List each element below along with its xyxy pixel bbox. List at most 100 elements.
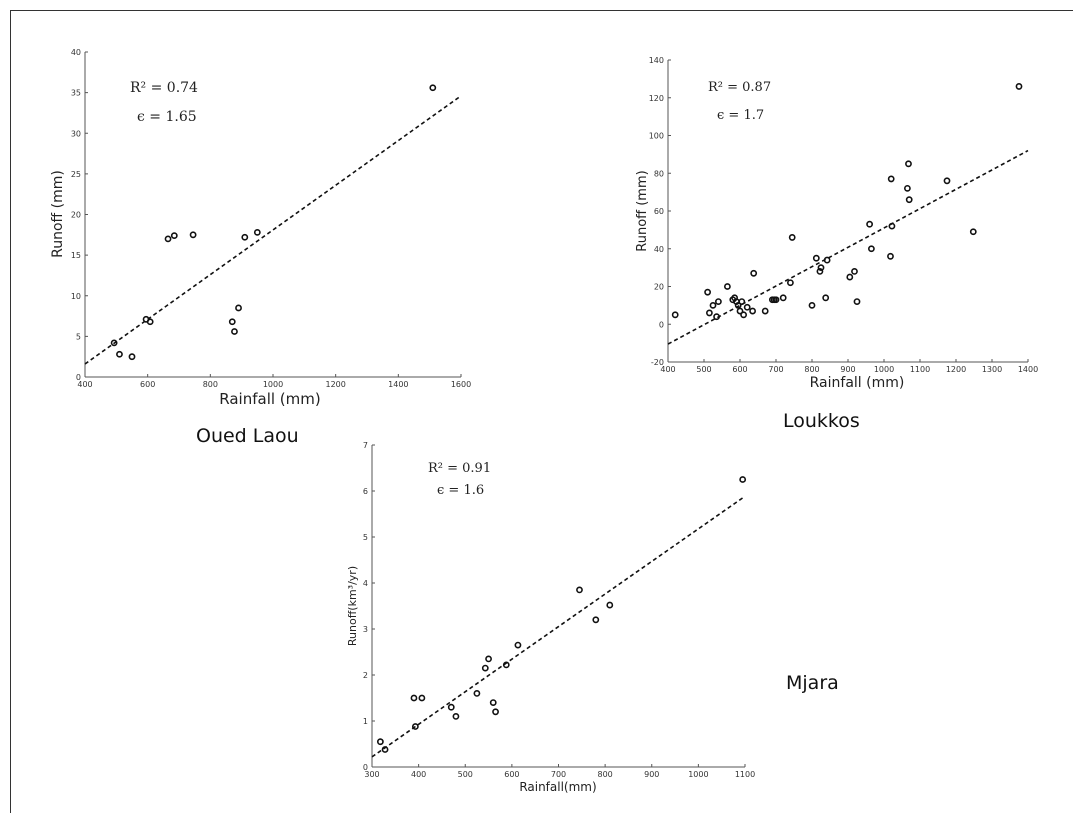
data-point: [110, 339, 118, 347]
data-point: [704, 288, 711, 296]
y-tick-label: 20: [71, 211, 81, 220]
x-tick-label: 700: [768, 365, 783, 374]
x-axis-label: Rainfall (mm): [810, 375, 905, 391]
data-point: [502, 661, 510, 669]
data-point: [489, 699, 497, 706]
y-tick-label: 2: [363, 671, 368, 680]
data-point: [734, 301, 742, 309]
x-tick-label: 800: [203, 380, 218, 389]
y-axis-label: Runoff(km³/yr): [346, 566, 359, 646]
x-tick-label: 500: [458, 770, 473, 779]
data-point: [905, 196, 913, 204]
data-point: [788, 234, 796, 241]
data-point: [724, 283, 731, 290]
y-tick-label: -20: [651, 358, 664, 367]
caption-loukkos: Loukkos: [783, 410, 860, 432]
x-tick-label: 300: [364, 770, 379, 779]
x-tick-label: 600: [504, 770, 519, 779]
data-point: [492, 708, 499, 716]
data-point: [253, 228, 261, 236]
y-tick-label: 5: [363, 533, 368, 542]
caption-mjara: Mjara: [786, 672, 839, 694]
x-tick-label: 500: [696, 365, 711, 374]
y-tick-label: 80: [654, 169, 664, 178]
y-axis-label: Runoff (mm): [50, 170, 66, 258]
y-tick-label: 40: [71, 48, 81, 57]
data-point: [715, 298, 722, 305]
y-tick-label: 7: [363, 441, 368, 450]
x-axis-label: Rainfall(mm): [519, 780, 596, 794]
x-tick-label: 1100: [910, 365, 930, 374]
y-tick-label: 6: [363, 487, 368, 496]
y-tick-label: 30: [71, 129, 81, 138]
y-axis-label: Runoff (mm): [635, 170, 650, 251]
y-tick-label: 35: [71, 89, 81, 98]
data-point: [887, 175, 895, 183]
x-tick-label: 800: [804, 365, 819, 374]
data-point: [376, 738, 384, 746]
data-point: [418, 694, 426, 702]
y-tick-label: 3: [363, 625, 368, 634]
caption-oued-laou: Oued Laou: [196, 425, 299, 447]
y-tick-label: 20: [654, 283, 664, 292]
data-point: [128, 353, 136, 361]
data-point: [429, 84, 437, 92]
epsilon-annotation: ϵ = 1.6: [437, 483, 484, 498]
y-tick-label: 1: [363, 717, 368, 726]
y-tick-label: 0: [76, 373, 81, 382]
x-tick-label: 1300: [982, 365, 1002, 374]
data-point: [943, 177, 951, 185]
data-point: [606, 601, 614, 609]
r-squared-annotation: R² = 0.87: [708, 80, 771, 95]
x-tick-label: 600: [140, 380, 155, 389]
data-point: [228, 318, 236, 326]
data-point: [846, 273, 854, 281]
data-point: [905, 160, 912, 168]
data-point: [853, 298, 861, 305]
x-axis-label: Rainfall (mm): [219, 390, 320, 408]
data-point: [739, 476, 747, 483]
data-point: [868, 245, 875, 253]
data-point: [808, 301, 816, 309]
data-point: [706, 309, 713, 317]
y-tick-label: 10: [71, 292, 81, 301]
data-point: [473, 690, 481, 697]
y-tick-label: 5: [76, 332, 81, 341]
data-point: [235, 304, 242, 312]
data-point: [812, 254, 820, 262]
data-point: [164, 235, 172, 243]
x-tick-label: 1200: [946, 365, 966, 374]
figure-frame: [10, 10, 1073, 813]
data-point: [116, 350, 123, 358]
x-tick-label: 400: [660, 365, 675, 374]
data-point: [816, 267, 824, 275]
data-point: [592, 616, 600, 624]
data-point: [485, 655, 492, 663]
data-point: [146, 318, 154, 326]
r-squared-annotation: R² = 0.91: [428, 461, 491, 476]
data-point: [411, 723, 419, 730]
data-point: [241, 233, 249, 241]
data-point: [822, 294, 830, 302]
x-tick-label: 900: [840, 365, 855, 374]
y-tick-label: 120: [649, 94, 664, 103]
r-squared-annotation: R² = 0.74: [130, 80, 198, 96]
x-tick-label: 1400: [1018, 365, 1038, 374]
x-tick-label: 1200: [325, 380, 345, 389]
x-tick-label: 1000: [263, 380, 283, 389]
data-point: [851, 267, 858, 275]
data-point: [969, 228, 977, 236]
data-point: [817, 264, 825, 272]
data-point: [738, 298, 746, 305]
epsilon-annotation: ϵ = 1.7: [717, 108, 764, 123]
y-tick-label: 140: [649, 56, 664, 65]
data-point: [743, 303, 751, 311]
data-point: [231, 328, 238, 335]
data-point: [170, 232, 178, 240]
data-point: [713, 313, 720, 321]
x-tick-label: 600: [732, 365, 747, 374]
data-point: [447, 703, 455, 711]
data-point: [888, 222, 896, 230]
data-point: [823, 256, 831, 264]
